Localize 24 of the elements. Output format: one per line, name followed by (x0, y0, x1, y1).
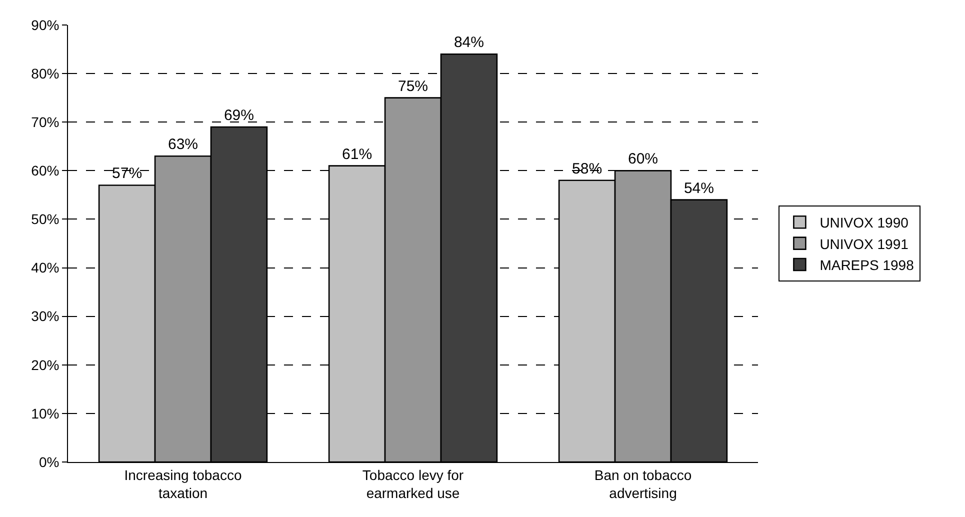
y-tick-label: 30% (31, 308, 60, 324)
data-label: 75% (398, 78, 428, 95)
y-tick-label: 40% (31, 260, 60, 276)
y-tick-label: 0% (38, 454, 60, 470)
data-label: 69% (224, 106, 254, 124)
y-tick-label: 50% (31, 211, 60, 228)
data-label: 57% (112, 165, 142, 182)
y-tick-label: 20% (31, 356, 60, 373)
x-tick-label: Tobacco levy for earmarked use (362, 466, 464, 501)
y-tick-label: 60% (31, 162, 60, 179)
x-tick-label: Increasing tobacco taxation (124, 466, 242, 501)
y-tick-label: 80% (31, 65, 60, 82)
data-label: 61% (342, 146, 372, 163)
y-tick-label: 90% (31, 16, 60, 33)
y-tick-label: 10% (31, 405, 60, 422)
legend-label: MAREPS 1998 (820, 256, 914, 273)
data-label: 60% (628, 150, 658, 168)
y-tick-label: 70% (31, 114, 60, 130)
x-tick-label: Ban on tobacco advertising (594, 466, 692, 501)
data-label: 63% (168, 136, 198, 154)
legend-label: UNIVOX 1990 (820, 214, 909, 231)
data-label: 54% (684, 180, 714, 197)
legend-label: UNIVOX 1991 (820, 236, 909, 252)
data-label: 84% (454, 34, 484, 52)
